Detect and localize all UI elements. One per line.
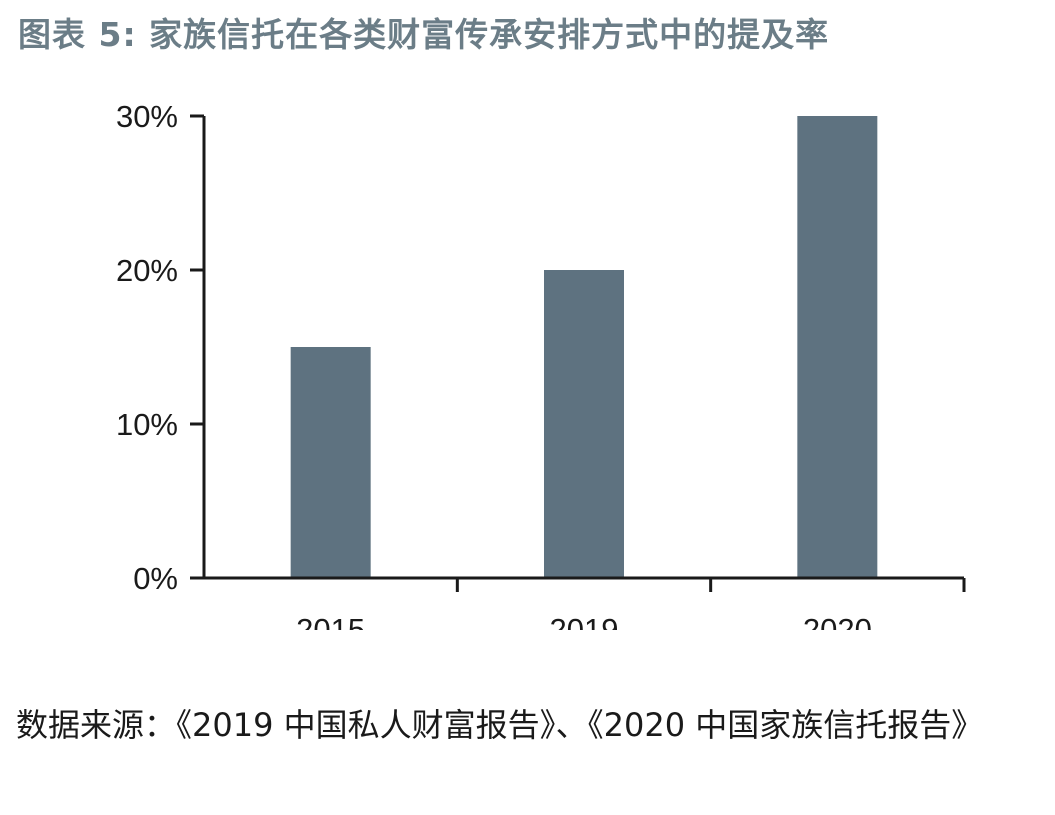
bar-2019 — [544, 270, 624, 578]
x-tick-label: 2020 — [803, 612, 872, 630]
y-tick-label: 10% — [116, 407, 178, 442]
y-tick-label: 20% — [116, 253, 178, 288]
plot-area: 0% 10% 20% 30% 2015 2019 2020 — [116, 99, 966, 630]
y-tick-label: 30% — [116, 99, 178, 134]
y-tick-label: 0% — [133, 561, 178, 596]
bar-2020 — [797, 116, 878, 578]
chart-title: 图表 5: 家族信托在各类财富传承安排方式中的提及率 — [18, 15, 830, 54]
x-tick-label: 2019 — [550, 612, 619, 630]
bar-2015 — [290, 347, 371, 578]
x-tick-label: 2015 — [296, 612, 365, 630]
source-note: 数据来源：《2019 中国私人财富报告》、《2020 中国家族信托报告》 — [16, 706, 984, 744]
bar-chart: 0% 10% 20% 30% 2015 2019 2020 — [116, 99, 966, 630]
